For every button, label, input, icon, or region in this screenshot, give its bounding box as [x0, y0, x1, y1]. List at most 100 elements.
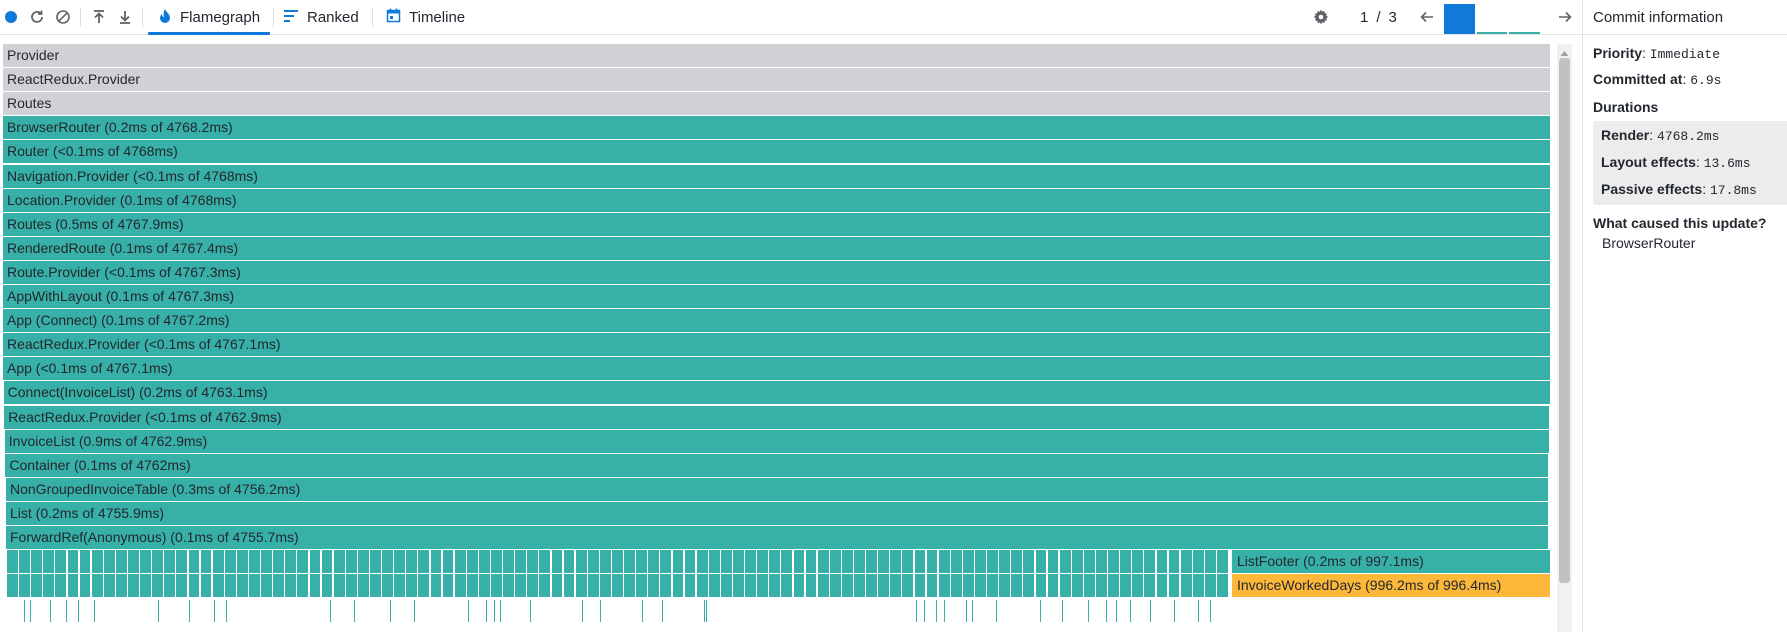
flame-node[interactable]	[1083, 574, 1095, 598]
flame-node[interactable]	[345, 550, 357, 574]
scrollbar-thumb[interactable]	[1559, 58, 1570, 583]
flame-node[interactable]	[466, 550, 478, 574]
flame-node[interactable]	[926, 574, 938, 598]
flame-node[interactable]	[152, 550, 164, 574]
flame-node[interactable]	[7, 574, 18, 598]
flame-node[interactable]	[454, 550, 466, 574]
commit-bar[interactable]	[1444, 4, 1475, 34]
flame-node[interactable]	[1217, 550, 1228, 574]
flame-node[interactable]	[224, 574, 236, 598]
flame-node-tick[interactable]	[944, 600, 945, 623]
flame-node[interactable]	[478, 574, 490, 598]
flame-node[interactable]	[515, 550, 527, 574]
flame-node[interactable]	[491, 550, 502, 574]
commit-selector[interactable]	[1444, 4, 1542, 34]
flame-node[interactable]	[938, 550, 950, 574]
flame-node[interactable]	[382, 574, 393, 598]
clear-profiling-data-button[interactable]	[52, 6, 74, 28]
flame-node[interactable]	[212, 574, 224, 598]
flame-node[interactable]	[1192, 550, 1204, 574]
flame-node[interactable]	[43, 550, 55, 574]
flame-node[interactable]	[236, 550, 248, 574]
flame-node[interactable]	[962, 574, 974, 598]
flame-node[interactable]	[1096, 574, 1107, 598]
flame-node-tick[interactable]	[1198, 600, 1199, 623]
flame-node[interactable]	[599, 574, 611, 598]
flame-node[interactable]	[672, 550, 684, 574]
flame-node[interactable]	[79, 550, 91, 574]
flame-node[interactable]	[200, 550, 212, 574]
flame-node[interactable]	[1108, 550, 1119, 574]
flame-node[interactable]	[612, 550, 623, 574]
flame-node-tick[interactable]	[662, 600, 663, 623]
flame-node[interactable]	[866, 550, 877, 574]
flame-node[interactable]	[866, 574, 877, 598]
flame-node-tick[interactable]	[1040, 600, 1041, 623]
flame-node[interactable]	[975, 574, 986, 598]
flame-node[interactable]	[188, 574, 200, 598]
flame-node[interactable]	[950, 550, 962, 574]
flame-node[interactable]	[914, 574, 926, 598]
flame-node[interactable]	[902, 550, 914, 574]
flame-node[interactable]	[1120, 550, 1132, 574]
flame-node-tick[interactable]	[468, 600, 469, 623]
flame-node[interactable]: Connect(InvoiceList) (0.2ms of 4763.1ms)	[3, 381, 1550, 405]
save-profile-button[interactable]	[114, 6, 136, 28]
flame-node-tick[interactable]	[30, 600, 31, 623]
flame-node[interactable]	[43, 574, 55, 598]
flame-node[interactable]	[261, 574, 272, 598]
flame-node-tick[interactable]	[924, 600, 925, 623]
flame-node-tick[interactable]	[78, 600, 79, 623]
tab-timeline[interactable]: Timeline	[376, 0, 475, 35]
flame-node[interactable]	[333, 550, 345, 574]
flame-node[interactable]	[648, 550, 660, 574]
flame-node-tick[interactable]	[330, 600, 331, 623]
flame-node[interactable]	[720, 574, 732, 598]
flame-node[interactable]	[91, 550, 103, 574]
flame-node[interactable]: Router (<0.1ms of 4768ms)	[3, 140, 1550, 164]
flame-node-list-footer[interactable]: ListFooter (0.2ms of 997.1ms)	[1232, 550, 1550, 574]
flame-node[interactable]	[757, 574, 769, 598]
flame-node[interactable]: Navigation.Provider (<0.1ms of 4768ms)	[3, 164, 1550, 188]
flame-node[interactable]: Provider	[3, 44, 1550, 67]
flame-node[interactable]	[950, 574, 962, 598]
flame-node[interactable]	[1144, 550, 1156, 574]
flame-node[interactable]	[660, 550, 672, 574]
flame-node-tick[interactable]	[1106, 600, 1107, 623]
flame-node[interactable]	[1156, 574, 1168, 598]
flame-node[interactable]	[394, 550, 406, 574]
flame-node[interactable]	[1108, 574, 1119, 598]
flame-node[interactable]: NonGroupedInvoiceTable (0.3ms of 4756.2m…	[6, 477, 1548, 501]
flame-node[interactable]	[442, 574, 454, 598]
flame-node[interactable]	[1156, 550, 1168, 574]
next-commit-button[interactable]	[1554, 6, 1576, 28]
flame-node-tick[interactable]	[158, 600, 159, 623]
flame-node[interactable]	[67, 574, 79, 598]
flame-node[interactable]	[406, 574, 418, 598]
flame-node[interactable]	[527, 574, 539, 598]
flame-node[interactable]	[575, 574, 587, 598]
flame-node[interactable]	[781, 574, 793, 598]
flame-node[interactable]	[200, 574, 212, 598]
flame-node[interactable]	[805, 574, 817, 598]
flame-node[interactable]	[430, 550, 442, 574]
flame-node-tick[interactable]	[1174, 600, 1175, 623]
tab-flamegraph[interactable]: Flamegraph	[148, 0, 271, 35]
flame-node[interactable]	[357, 574, 369, 598]
flame-node[interactable]: ReactRedux.Provider	[3, 68, 1550, 92]
flame-node[interactable]	[648, 574, 660, 598]
flame-node[interactable]	[224, 550, 236, 574]
flame-node[interactable]	[829, 550, 841, 574]
flame-node[interactable]	[1023, 550, 1035, 574]
flame-node[interactable]: ReactRedux.Provider (<0.1ms of 4767.1ms)	[3, 333, 1550, 357]
flame-node[interactable]	[854, 574, 865, 598]
flame-node[interactable]	[878, 550, 890, 574]
flame-node[interactable]	[31, 574, 43, 598]
flame-node[interactable]	[273, 574, 285, 598]
flame-node[interactable]: App (Connect) (0.1ms of 4767.2ms)	[3, 309, 1550, 333]
flame-node[interactable]	[684, 550, 696, 574]
flame-node[interactable]	[345, 574, 357, 598]
flame-node[interactable]	[7, 550, 18, 574]
flame-node[interactable]	[841, 574, 853, 598]
flame-node[interactable]	[708, 574, 720, 598]
